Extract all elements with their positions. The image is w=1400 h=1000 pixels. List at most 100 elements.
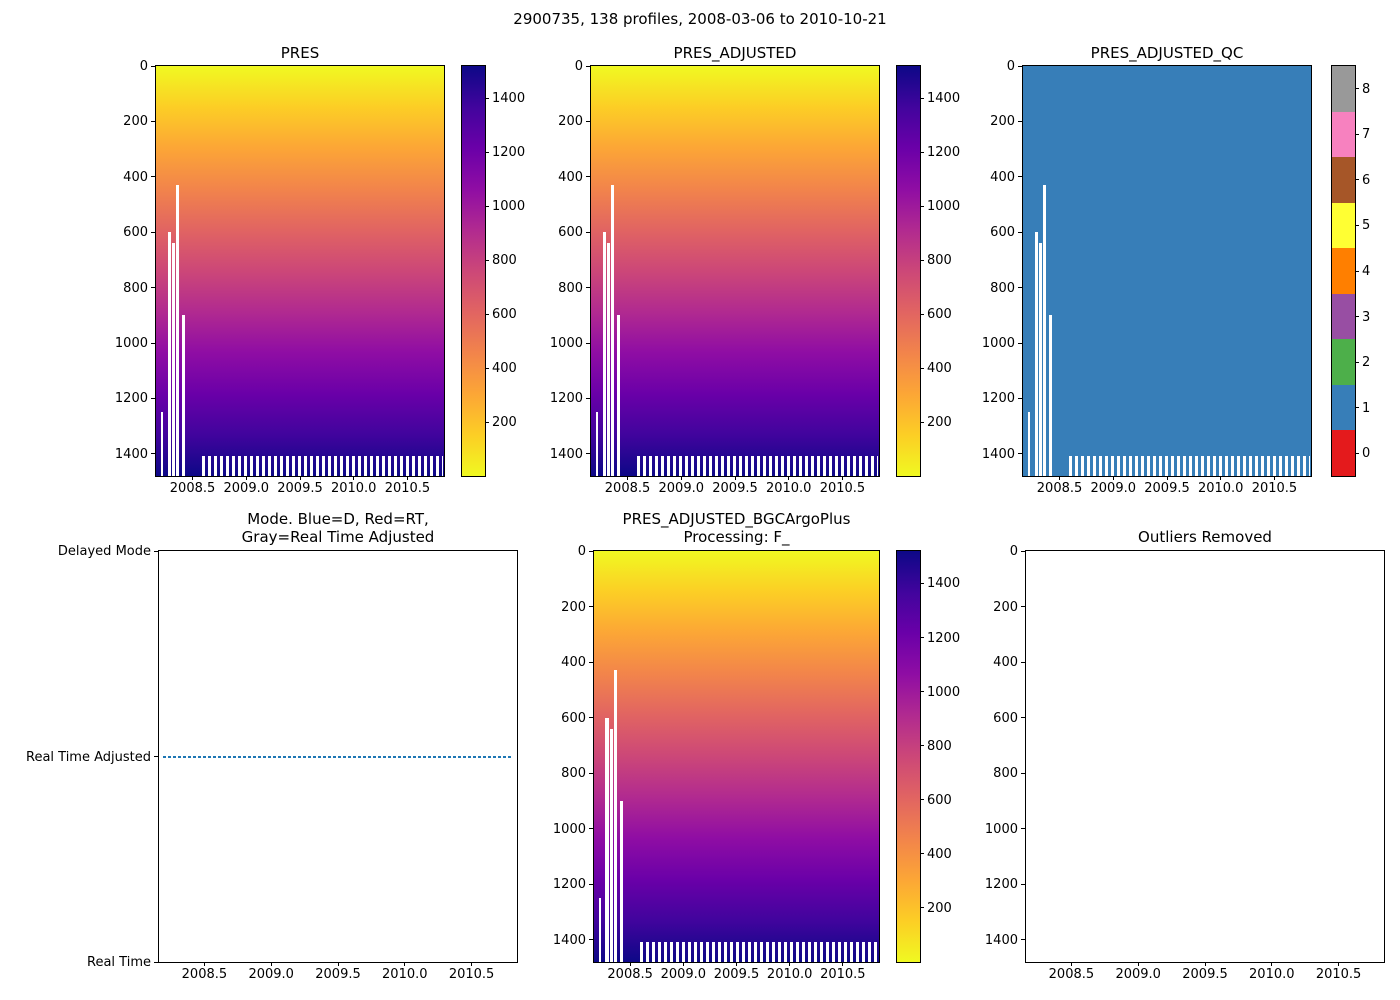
x-tick-label: 2008.5 bbox=[169, 481, 216, 496]
colorbar-tick-label: 5 bbox=[1362, 218, 1371, 234]
missing-profile-gap bbox=[596, 412, 599, 476]
missing-profile-gap bbox=[1043, 185, 1047, 476]
colorbar-tick-label: 8 bbox=[1362, 81, 1371, 97]
x-tick-mark bbox=[629, 962, 631, 966]
missing-profile-gap bbox=[1034, 232, 1038, 476]
missing-profile-gap bbox=[1039, 243, 1042, 476]
y-tick-mark bbox=[586, 453, 590, 455]
colorbar-tick-label: 1400 bbox=[492, 91, 526, 107]
y-tick-label: 200 bbox=[561, 599, 586, 615]
y-tick-label: Delayed Mode bbox=[57, 544, 151, 559]
missing-profile-gap bbox=[605, 717, 609, 962]
qc-colorbar-segment-7 bbox=[1332, 111, 1355, 158]
x-tick-mark bbox=[270, 962, 272, 966]
colorbar-tick-label: 2 bbox=[1362, 355, 1371, 371]
y-tick-label: 1000 bbox=[114, 336, 148, 352]
missing-profile-gap bbox=[602, 232, 606, 476]
y-tick-label: 1400 bbox=[114, 446, 148, 462]
y-tick-label: 0 bbox=[1009, 544, 1018, 559]
missing-profile-gap bbox=[613, 670, 617, 962]
colorbar-tick-label: 800 bbox=[492, 253, 517, 269]
missing-profile-gap bbox=[609, 728, 613, 962]
y-tick-label: 600 bbox=[990, 225, 1015, 241]
y-tick-label: 800 bbox=[558, 280, 583, 296]
y-tick-label: 400 bbox=[561, 655, 586, 671]
colorbar-tick-label: 200 bbox=[492, 415, 517, 431]
y-tick-mark bbox=[589, 550, 593, 552]
colorbar-tick-mark bbox=[1355, 361, 1359, 363]
y-tick-label: 0 bbox=[574, 59, 583, 74]
colorbar-tick-label: 1000 bbox=[927, 199, 961, 215]
subplot-title-outliers-removed: Outliers Removed bbox=[1138, 527, 1272, 546]
x-tick-label: 2010.0 bbox=[330, 481, 377, 496]
colorbar-tick-mark bbox=[1355, 270, 1359, 272]
y-tick-label: 600 bbox=[993, 710, 1018, 726]
x-tick-label: 2008.5 bbox=[607, 967, 653, 982]
missing-profile-gap bbox=[161, 412, 164, 476]
y-tick-label: 200 bbox=[558, 114, 583, 130]
x-tick-label: 2009.5 bbox=[712, 481, 758, 496]
y-tick-mark bbox=[1021, 717, 1025, 719]
colorbar-tick-mark bbox=[485, 205, 489, 207]
colorbar-tick-mark bbox=[1355, 133, 1359, 135]
axes-pres-adjusted-qc: 2008.5 2009.0 2009.5 2010.0 2010.5 0 200 400 600… bbox=[982, 59, 1312, 496]
y-tick-mark bbox=[1021, 883, 1025, 885]
y-tick-label: 400 bbox=[993, 655, 1018, 671]
y-tick-label: 0 bbox=[577, 544, 586, 559]
qc-colorbar-segment-4 bbox=[1332, 248, 1355, 294]
colorbar-tick-label: 200 bbox=[927, 415, 952, 431]
x-tick-label: 2009.5 bbox=[277, 481, 323, 496]
y-tick-mark bbox=[151, 120, 155, 122]
y-tick-label: 600 bbox=[123, 225, 148, 241]
bottom-gap-comb bbox=[637, 456, 878, 476]
y-tick-label: 1000 bbox=[981, 336, 1015, 352]
y-tick-mark bbox=[589, 717, 593, 719]
y-tick-label: 1200 bbox=[552, 877, 586, 893]
bottom-gap-comb bbox=[1069, 456, 1310, 476]
colorbar-tick-mark bbox=[1355, 88, 1359, 90]
y-tick-label: 0 bbox=[139, 59, 148, 74]
x-tick-label: 2009.0 bbox=[1090, 481, 1137, 496]
y-tick-label: 400 bbox=[558, 169, 583, 185]
colorbar-gradient bbox=[897, 66, 920, 476]
bottom-gap-comb bbox=[639, 942, 878, 962]
bottom-gap-comb bbox=[202, 456, 443, 476]
figure-suptitle: 2900735, 138 profiles, 2008-03-06 to 201… bbox=[513, 10, 887, 28]
colorbar-tick-label: 4 bbox=[1362, 264, 1371, 279]
y-tick-label: 1400 bbox=[984, 932, 1018, 948]
y-tick-mark bbox=[1021, 606, 1025, 608]
subplot-title-pres-adjusted: PRES_ADJUSTED bbox=[673, 43, 797, 62]
x-tick-label: 2009.0 bbox=[660, 967, 707, 982]
y-tick-label: 1200 bbox=[984, 877, 1018, 893]
colorbar-tick-label: 6 bbox=[1362, 172, 1371, 188]
y-tick-mark bbox=[1018, 342, 1022, 344]
y-tick-mark bbox=[586, 342, 590, 344]
x-tick-mark bbox=[1204, 962, 1206, 966]
y-tick-mark bbox=[1021, 939, 1025, 941]
colorbar-tick-label: 200 bbox=[927, 900, 952, 916]
colorbar-gradient bbox=[462, 66, 485, 476]
x-tick-mark bbox=[1137, 962, 1139, 966]
colorbar-tick-label: 7 bbox=[1362, 127, 1371, 143]
colorbar-tick-mark bbox=[920, 799, 924, 801]
y-tick-label: 800 bbox=[123, 280, 148, 296]
colorbar-tick-label: 600 bbox=[927, 307, 952, 323]
qc-colorbar-segment-2 bbox=[1332, 339, 1355, 385]
y-tick-mark bbox=[586, 231, 590, 233]
x-tick-label: 2010.0 bbox=[382, 967, 428, 982]
x-tick-mark bbox=[627, 476, 629, 480]
x-tick-mark bbox=[1271, 962, 1273, 966]
missing-profile-gap bbox=[611, 185, 615, 476]
y-tick-mark bbox=[1021, 772, 1025, 774]
x-tick-label: 2009.0 bbox=[223, 481, 270, 496]
x-tick-mark bbox=[1220, 476, 1222, 480]
x-tick-mark bbox=[404, 962, 406, 966]
colorbar-pres-adjusted-bgc: 200 400 600 800 1000 1200 1400 bbox=[896, 550, 960, 963]
missing-profile-gap bbox=[182, 315, 186, 476]
x-tick-label: 2009.0 bbox=[248, 967, 294, 982]
x-tick-label: 2008.5 bbox=[1048, 967, 1095, 982]
colorbar-tick-mark bbox=[920, 259, 924, 261]
colorbar-tick-label: 1200 bbox=[927, 630, 961, 646]
qc-colorbar-segment-6 bbox=[1332, 157, 1355, 203]
